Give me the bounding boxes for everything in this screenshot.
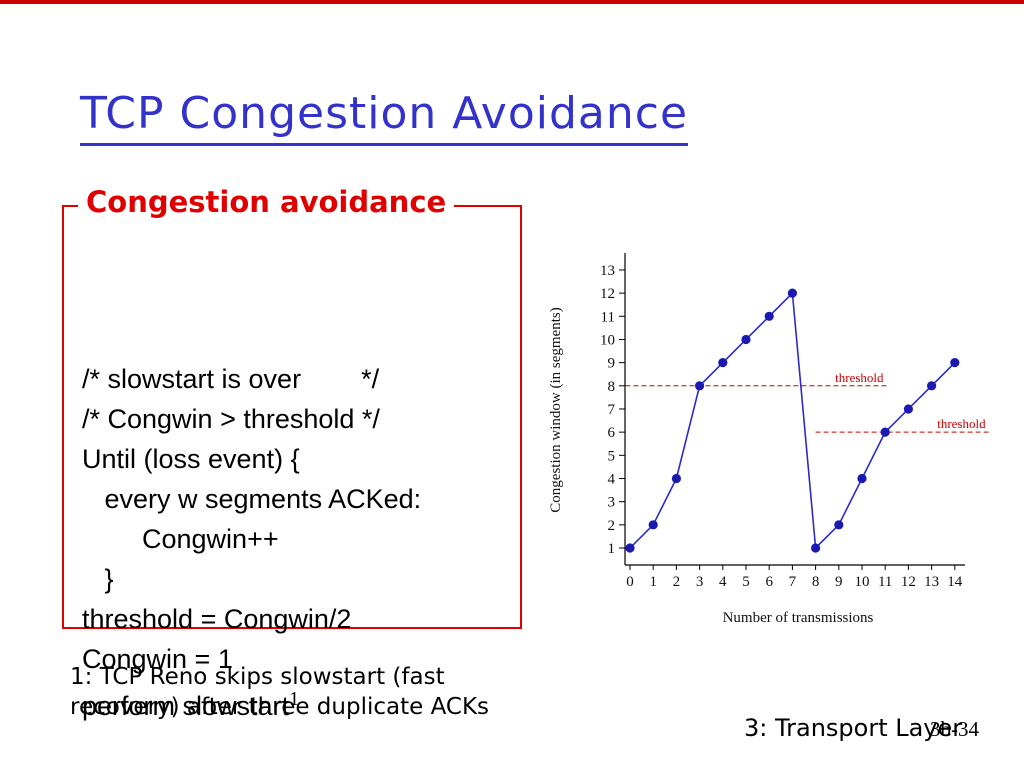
page-title: TCP Congestion Avoidance bbox=[80, 88, 689, 146]
x-tick-label: 3 bbox=[696, 574, 704, 590]
y-tick-label: 8 bbox=[608, 379, 616, 395]
page-number: 3b-34 bbox=[930, 717, 979, 741]
congestion-avoidance-box: Congestion avoidance /* slowstart is ove… bbox=[62, 185, 522, 721]
data-point bbox=[927, 381, 937, 391]
congestion-window-chart: 1 2 3 4 5 6 7 8 9 10 11 12 13 0 1 2 3 4 5 6 7 8 9 10 11 12 13 14 thr… bbox=[540, 240, 1020, 640]
x-tick-label: 13 bbox=[924, 574, 939, 590]
data-point bbox=[857, 473, 867, 484]
x-tick-label: 9 bbox=[835, 574, 843, 590]
code-lines: /* slowstart is over */ /* Congwin > thre… bbox=[82, 239, 421, 726]
x-axis-label: Number of transmissions bbox=[723, 610, 874, 626]
x-tick-label: 0 bbox=[626, 574, 634, 590]
x-tick-label: 4 bbox=[719, 574, 727, 590]
y-tick-label: 13 bbox=[600, 263, 615, 279]
x-tick-label: 11 bbox=[878, 574, 892, 590]
code-line: } bbox=[82, 564, 114, 594]
y-tick-label: 9 bbox=[608, 356, 616, 372]
y-tick-label: 12 bbox=[600, 286, 615, 302]
code-line: every w segments ACKed: bbox=[82, 484, 422, 514]
top-border-line bbox=[0, 0, 1024, 4]
data-point bbox=[811, 543, 821, 553]
code-line: /* Congwin > threshold */ bbox=[82, 404, 380, 434]
x-tick-label: 8 bbox=[812, 574, 820, 590]
y-tick-label: 2 bbox=[608, 518, 616, 534]
footnote-marker: 1 bbox=[289, 688, 300, 710]
footnote-line: recovery) after three duplicate ACKs bbox=[70, 694, 490, 720]
x-tick-label: 5 bbox=[742, 574, 750, 590]
x-tick-label: 10 bbox=[855, 574, 870, 590]
y-tick-label: 11 bbox=[601, 309, 615, 325]
footnote-line: 1: TCP Reno skips slowstart (fast bbox=[70, 664, 445, 690]
x-tick-label: 6 bbox=[765, 574, 773, 590]
data-point bbox=[787, 288, 797, 298]
data-point bbox=[625, 543, 635, 553]
code-line: /* slowstart is over */ bbox=[82, 364, 380, 394]
code-line: Congwin = 1 bbox=[82, 644, 233, 674]
y-axis-label: Congestion window (in segments) bbox=[548, 307, 564, 512]
x-tick-label: 1 bbox=[649, 574, 657, 590]
data-point bbox=[741, 334, 751, 345]
data-point bbox=[834, 520, 844, 530]
y-tick-label: 3 bbox=[608, 495, 616, 511]
y-tick-label: 5 bbox=[608, 448, 616, 464]
data-point bbox=[903, 404, 913, 414]
y-tick-label: 4 bbox=[608, 471, 616, 487]
y-tick-label: 7 bbox=[608, 402, 616, 418]
data-point bbox=[695, 381, 705, 391]
x-tick-label: 12 bbox=[901, 574, 916, 590]
data-point bbox=[764, 311, 774, 321]
threshold-label: threshold bbox=[937, 416, 986, 431]
code-line: threshold = Congwin/2 bbox=[82, 604, 352, 634]
x-tick-label: 14 bbox=[947, 574, 963, 590]
x-tick-label: 2 bbox=[673, 574, 681, 590]
y-tick-label: 1 bbox=[608, 541, 616, 557]
data-point bbox=[648, 520, 658, 530]
data-point bbox=[950, 358, 960, 368]
code-line: perform slowstart1 bbox=[82, 688, 300, 721]
series-line bbox=[629, 291, 956, 550]
x-tick-label: 7 bbox=[789, 574, 797, 590]
footer-section-label: 3: Transport Layer bbox=[744, 714, 963, 742]
data-point bbox=[671, 473, 681, 484]
code-box-title: Congestion avoidance bbox=[78, 185, 455, 219]
data-point bbox=[880, 427, 890, 437]
y-tick-label: 10 bbox=[600, 332, 615, 348]
code-line: Until (loss event) { bbox=[82, 444, 300, 474]
footnote: 1: TCP Reno skips slowstart (fast recove… bbox=[70, 662, 489, 722]
threshold-label: threshold bbox=[835, 370, 884, 385]
data-point bbox=[718, 358, 728, 368]
code-line: Congwin++ bbox=[82, 524, 279, 554]
y-tick-label: 6 bbox=[608, 425, 616, 441]
